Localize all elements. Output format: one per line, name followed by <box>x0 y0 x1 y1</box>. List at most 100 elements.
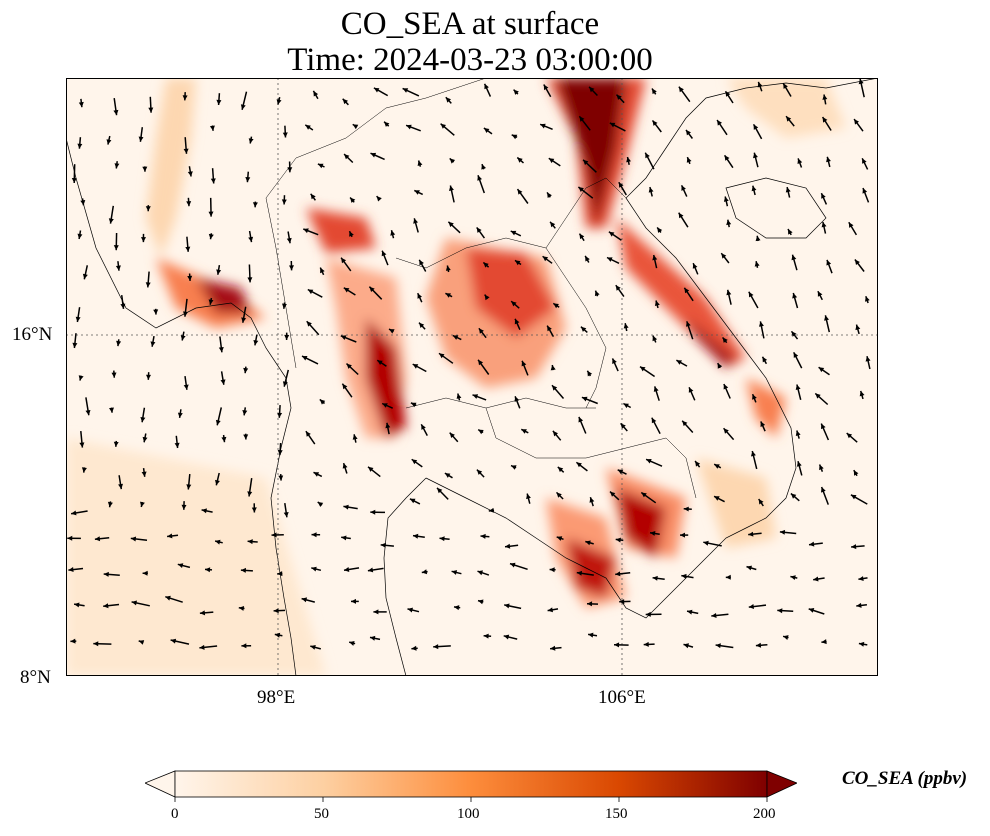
wind-arrow-head <box>417 293 422 299</box>
wind-arrow-head <box>439 353 445 359</box>
co-concentration-map <box>66 78 878 676</box>
wind-arrow-head <box>543 84 549 91</box>
wind-arrow-head <box>547 325 552 332</box>
wind-arrow-head <box>618 182 624 188</box>
wind-arrow-head <box>317 163 324 169</box>
wind-arrow-head <box>615 537 621 543</box>
wind-arrow-head <box>477 570 483 576</box>
wind-arrow-head <box>557 466 564 473</box>
wind-arrow-head <box>273 608 279 614</box>
wind-arrow-head <box>723 196 729 202</box>
wind-arrow-head <box>515 260 521 266</box>
wind-arrow-head <box>587 601 593 607</box>
wind-arrow-head <box>751 185 757 192</box>
wind-arrow-head <box>138 640 145 645</box>
wind-arrow-head <box>277 450 283 456</box>
wind-arrow-head <box>215 539 221 545</box>
wind-arrow-head <box>683 506 689 512</box>
wind-arrow-head <box>650 531 656 536</box>
colorbar-tick-100: 100 <box>457 806 480 822</box>
wind-arrow-head <box>71 178 77 183</box>
wind-arrow-head <box>412 364 419 369</box>
wind-arrow-head <box>145 282 151 288</box>
wind-arrow-head <box>71 510 77 516</box>
colorbar <box>145 770 797 802</box>
wind-arrow-head <box>652 120 658 126</box>
wind-arrow-head <box>858 641 865 647</box>
wind-arrow-head <box>220 379 226 385</box>
wind-arrow-head <box>643 641 649 647</box>
lat-tick-8n: 8°N <box>20 667 51 688</box>
wind-arrow-head <box>511 301 517 307</box>
wind-arrow-head <box>809 541 815 547</box>
wind-arrow-head <box>483 128 490 133</box>
wind-arrow-head <box>449 158 456 164</box>
wind-arrow-head <box>248 138 254 144</box>
wind-arrow-head <box>678 212 684 219</box>
wind-arrow-head <box>753 124 759 130</box>
wind-arrow-head <box>113 245 119 251</box>
wind-arrow-head <box>517 157 523 163</box>
wind-arrow-head <box>113 441 119 447</box>
wind-arrow-head <box>289 265 294 271</box>
wind-arrow-head <box>131 600 137 606</box>
wind-arrow-head <box>550 221 556 228</box>
wind-arrow-head <box>676 360 682 365</box>
wind-arrow-head <box>185 246 191 252</box>
wind-arrow-head <box>343 287 350 293</box>
wind-arrow-head <box>319 399 326 405</box>
wind-arrow-head <box>221 436 227 443</box>
wind-arrow-head <box>752 394 757 400</box>
wind-arrow-head <box>307 289 314 295</box>
wind-arrow-head <box>616 94 622 100</box>
wind-arrow-head <box>141 237 146 243</box>
wind-arrow-head <box>421 424 426 430</box>
wind-arrow-head <box>78 101 84 108</box>
wind-arrow-head <box>108 218 114 224</box>
wind-arrow-head <box>724 155 730 161</box>
wind-arrow-head <box>808 608 815 613</box>
wind-arrow-head <box>623 403 629 409</box>
wind-arrow-head <box>517 189 523 195</box>
wind-arrow-head <box>346 363 352 369</box>
wind-arrow-head <box>589 497 595 503</box>
wind-arrow-head <box>313 90 319 97</box>
wind-arrow-head <box>862 188 868 194</box>
colorbar-label: CO_SEA (ppbv) <box>842 768 968 789</box>
wind-arrow-head <box>342 98 348 105</box>
wind-arrow-head <box>411 459 418 465</box>
wind-arrow-head <box>715 643 721 649</box>
wind-arrow-head <box>177 412 183 418</box>
wind-arrow-head <box>723 428 729 434</box>
wind-arrow-head <box>215 479 220 486</box>
wind-arrow-head <box>271 532 277 538</box>
wind-arrow-head <box>286 237 292 244</box>
wind-arrow-head <box>301 597 308 603</box>
wind-arrow-head <box>711 613 717 618</box>
wind-arrow-head <box>382 403 388 408</box>
map-subtitle: Time: 2024-03-23 03:00:00 <box>287 42 653 78</box>
wind-arrow-head <box>859 390 865 397</box>
wind-arrow-head <box>481 164 486 170</box>
wind-arrow-head <box>576 462 582 468</box>
wind-arrow-head <box>795 384 801 390</box>
wind-arrow-head <box>380 542 386 548</box>
wind-arrow-head <box>553 303 559 309</box>
wind-arrow-head <box>510 230 517 236</box>
wind-arrow-head <box>788 229 793 235</box>
wind-arrow-head <box>444 473 451 478</box>
wind-arrow-head <box>725 574 731 580</box>
wind-arrow-head <box>819 464 824 471</box>
wind-arrow-head <box>340 335 347 340</box>
wind-arrow-head <box>688 387 694 393</box>
wind-arrow-head <box>652 88 657 95</box>
wind-arrow-head <box>454 605 460 611</box>
wind-arrow-head <box>183 384 189 390</box>
wind-arrow-head <box>678 86 684 93</box>
wind-arrow-head <box>648 187 654 193</box>
wind-arrow-head <box>851 544 857 550</box>
wind-arrow-head <box>368 466 374 472</box>
wind-arrow-head <box>150 341 156 347</box>
wind-arrow-head <box>373 87 380 93</box>
wind-arrow-head <box>439 536 445 542</box>
